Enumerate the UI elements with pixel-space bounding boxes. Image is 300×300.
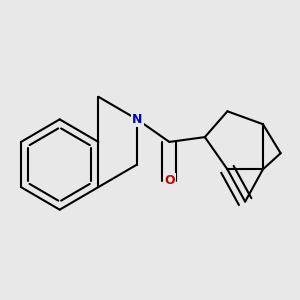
Text: O: O	[164, 174, 175, 187]
Text: N: N	[132, 113, 142, 126]
